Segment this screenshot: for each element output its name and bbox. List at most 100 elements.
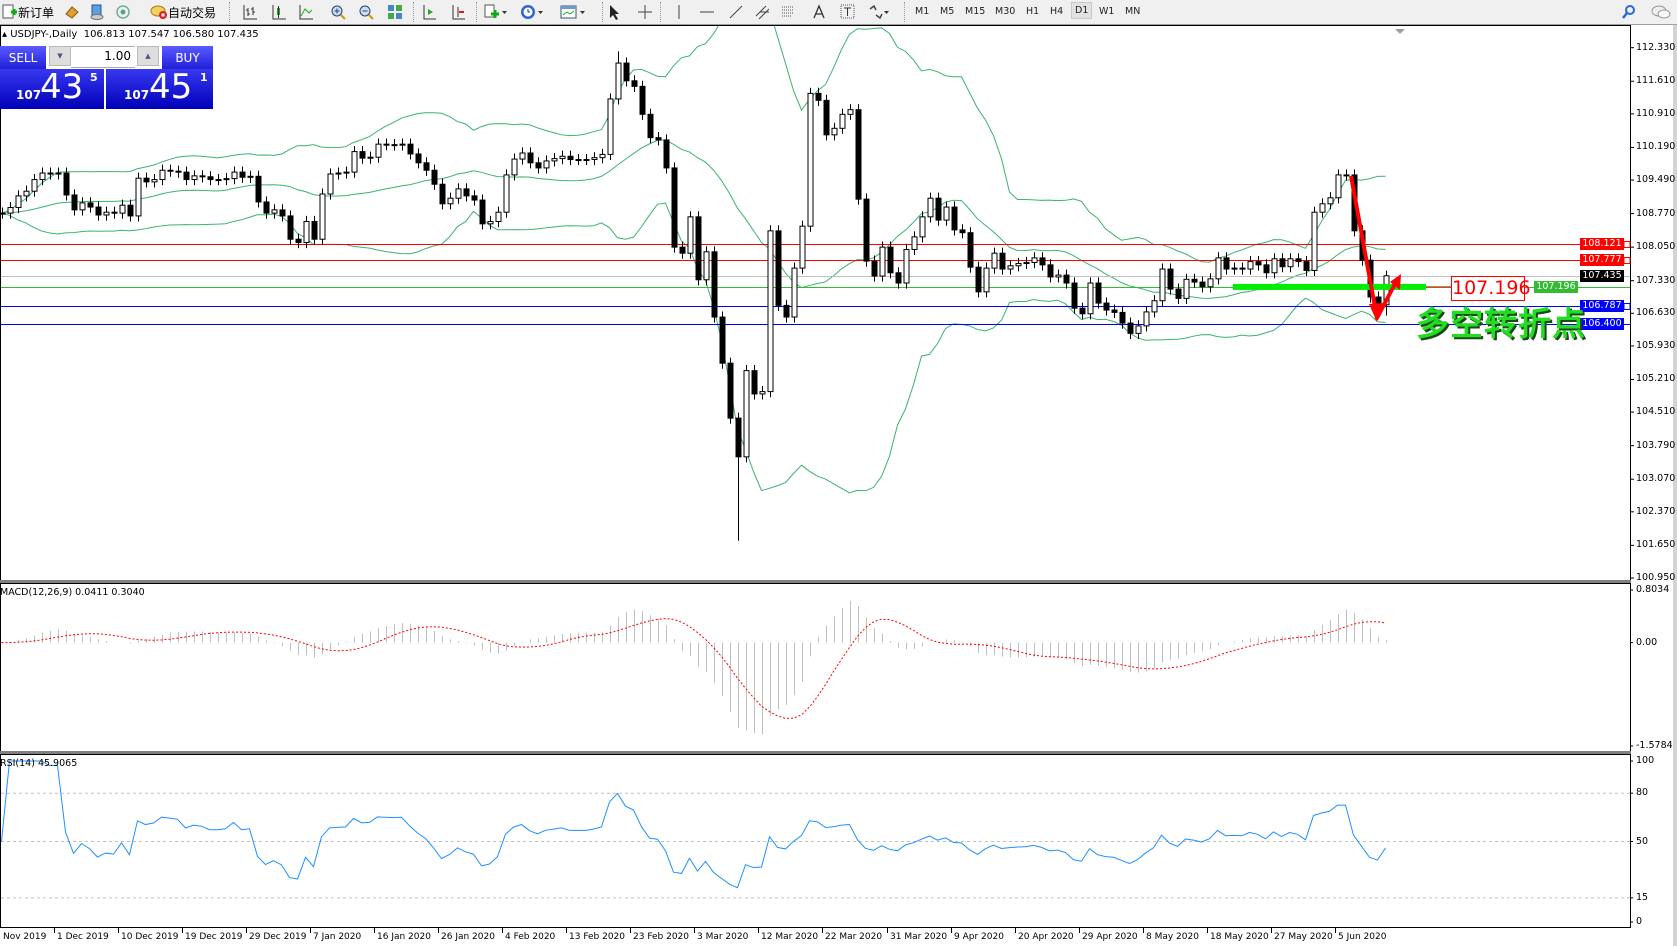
- auto-scroll-button[interactable]: [421, 3, 437, 21]
- chart-shift-button[interactable]: [450, 3, 466, 21]
- indicators-button[interactable]: [484, 3, 508, 21]
- candle: [783, 299, 790, 323]
- timeframe-h1[interactable]: H1: [1026, 6, 1040, 17]
- bb-lower: [1, 202, 1386, 494]
- lot-decrease-button[interactable]: ▼: [49, 46, 71, 66]
- timeframe-m15[interactable]: M15: [965, 6, 986, 17]
- candle-body: [431, 169, 438, 185]
- zoom-out-button[interactable]: [358, 3, 374, 21]
- crosshair-button[interactable]: [637, 3, 653, 21]
- fibonacci-button[interactable]: [781, 3, 797, 21]
- candle: [199, 170, 206, 183]
- bar-chart-button[interactable]: [242, 3, 258, 21]
- timeframe-w1[interactable]: W1: [1099, 6, 1115, 17]
- navigator-button[interactable]: [89, 3, 105, 21]
- timeframe-m30[interactable]: M30: [995, 6, 1016, 17]
- candle-body: [119, 204, 126, 214]
- pivot-text-label[interactable]: 多空转折点: [1416, 304, 1586, 343]
- timeframe-mn[interactable]: MN: [1125, 6, 1141, 17]
- candle-body: [991, 252, 998, 269]
- candle-body: [1095, 282, 1102, 304]
- candle-body: [983, 267, 990, 293]
- date-label: 31 Mar 2020: [890, 932, 948, 942]
- candle-body: [7, 207, 14, 214]
- panel-separator: [0, 751, 1631, 754]
- candle: [671, 162, 678, 253]
- sell-button[interactable]: SELL: [0, 46, 46, 69]
- arrows-button[interactable]: [868, 3, 890, 21]
- horizontal-line-button[interactable]: [699, 3, 715, 21]
- candlestick-button[interactable]: [271, 3, 287, 21]
- price-line-label: 107.777: [1580, 253, 1624, 266]
- candle-body: [1063, 274, 1070, 284]
- candle: [1159, 263, 1166, 307]
- templates-button[interactable]: [560, 3, 586, 21]
- text-button[interactable]: [812, 3, 826, 21]
- lot-size-input[interactable]: 1.00: [71, 46, 135, 68]
- candle: [639, 80, 646, 120]
- candle: [831, 122, 838, 141]
- candle-body: [743, 370, 750, 458]
- periods-button[interactable]: [520, 3, 544, 21]
- candle-body: [751, 370, 758, 395]
- candle-body: [487, 221, 494, 225]
- rsi-panel-frame: [0, 754, 1631, 928]
- rsi-axis-label: 15: [1636, 891, 1649, 903]
- vertical-line-button[interactable]: [673, 3, 685, 21]
- price-tag-label[interactable]: 107.196: [1451, 276, 1531, 301]
- candle-body: [783, 304, 790, 318]
- lot-increase-button[interactable]: ▲: [137, 46, 159, 66]
- buy-price[interactable]: 107 45 1: [106, 67, 213, 109]
- candle-body: [679, 246, 686, 254]
- text-label-button[interactable]: [840, 3, 856, 21]
- search-button[interactable]: [1621, 3, 1637, 21]
- candle-body: [711, 251, 718, 318]
- price-tick-label: 105.930: [1636, 339, 1676, 351]
- tile-windows-button[interactable]: [387, 3, 403, 21]
- candle-body: [127, 204, 134, 217]
- candle: [527, 147, 534, 169]
- candle-body: [943, 206, 950, 221]
- candle-body: [879, 246, 886, 277]
- candle: [1055, 269, 1062, 283]
- line-chart-button[interactable]: [298, 3, 314, 21]
- candle-body: [951, 206, 958, 231]
- candle: [703, 246, 710, 286]
- candle: [231, 166, 238, 185]
- cursor-button[interactable]: [607, 3, 621, 21]
- new-order-button[interactable]: 新订单: [2, 3, 54, 21]
- trendline-button[interactable]: [728, 3, 744, 21]
- candle-body: [1071, 282, 1078, 309]
- arrow-down-icon: ▼: [57, 52, 63, 60]
- candle: [343, 166, 350, 179]
- candle-body: [839, 113, 846, 129]
- auto-trading-button[interactable]: 自动交易: [150, 3, 216, 21]
- market-watch-button[interactable]: [64, 3, 80, 21]
- buy-button[interactable]: BUY: [162, 46, 213, 69]
- candle: [903, 243, 910, 289]
- arrowhead-up-icon: [1390, 274, 1401, 290]
- timeframe-m5[interactable]: M5: [940, 6, 955, 17]
- timeframe-h4[interactable]: H4: [1050, 6, 1064, 17]
- chat-button[interactable]: [1650, 3, 1672, 21]
- price-tick-label: 108.770: [1636, 207, 1676, 219]
- timeframe-d1[interactable]: D1: [1071, 2, 1093, 19]
- candle-body: [439, 183, 446, 205]
- candle: [23, 185, 30, 202]
- candle-body: [335, 172, 342, 175]
- candle: [519, 147, 526, 165]
- sell-price[interactable]: 107 43 5: [0, 67, 104, 109]
- equidistant-channel-button[interactable]: [755, 3, 771, 21]
- signals-button[interactable]: [115, 3, 131, 21]
- candle-body: [895, 272, 902, 284]
- vertical-line-icon: [678, 5, 680, 19]
- candle: [1127, 317, 1134, 339]
- zoom-in-button[interactable]: [330, 3, 346, 21]
- candle-body: [935, 197, 942, 221]
- candle-body: [591, 157, 598, 161]
- timeframe-m1[interactable]: M1: [915, 6, 930, 17]
- candle-body: [863, 198, 870, 262]
- candle-body: [79, 202, 86, 211]
- candle-body: [239, 171, 246, 178]
